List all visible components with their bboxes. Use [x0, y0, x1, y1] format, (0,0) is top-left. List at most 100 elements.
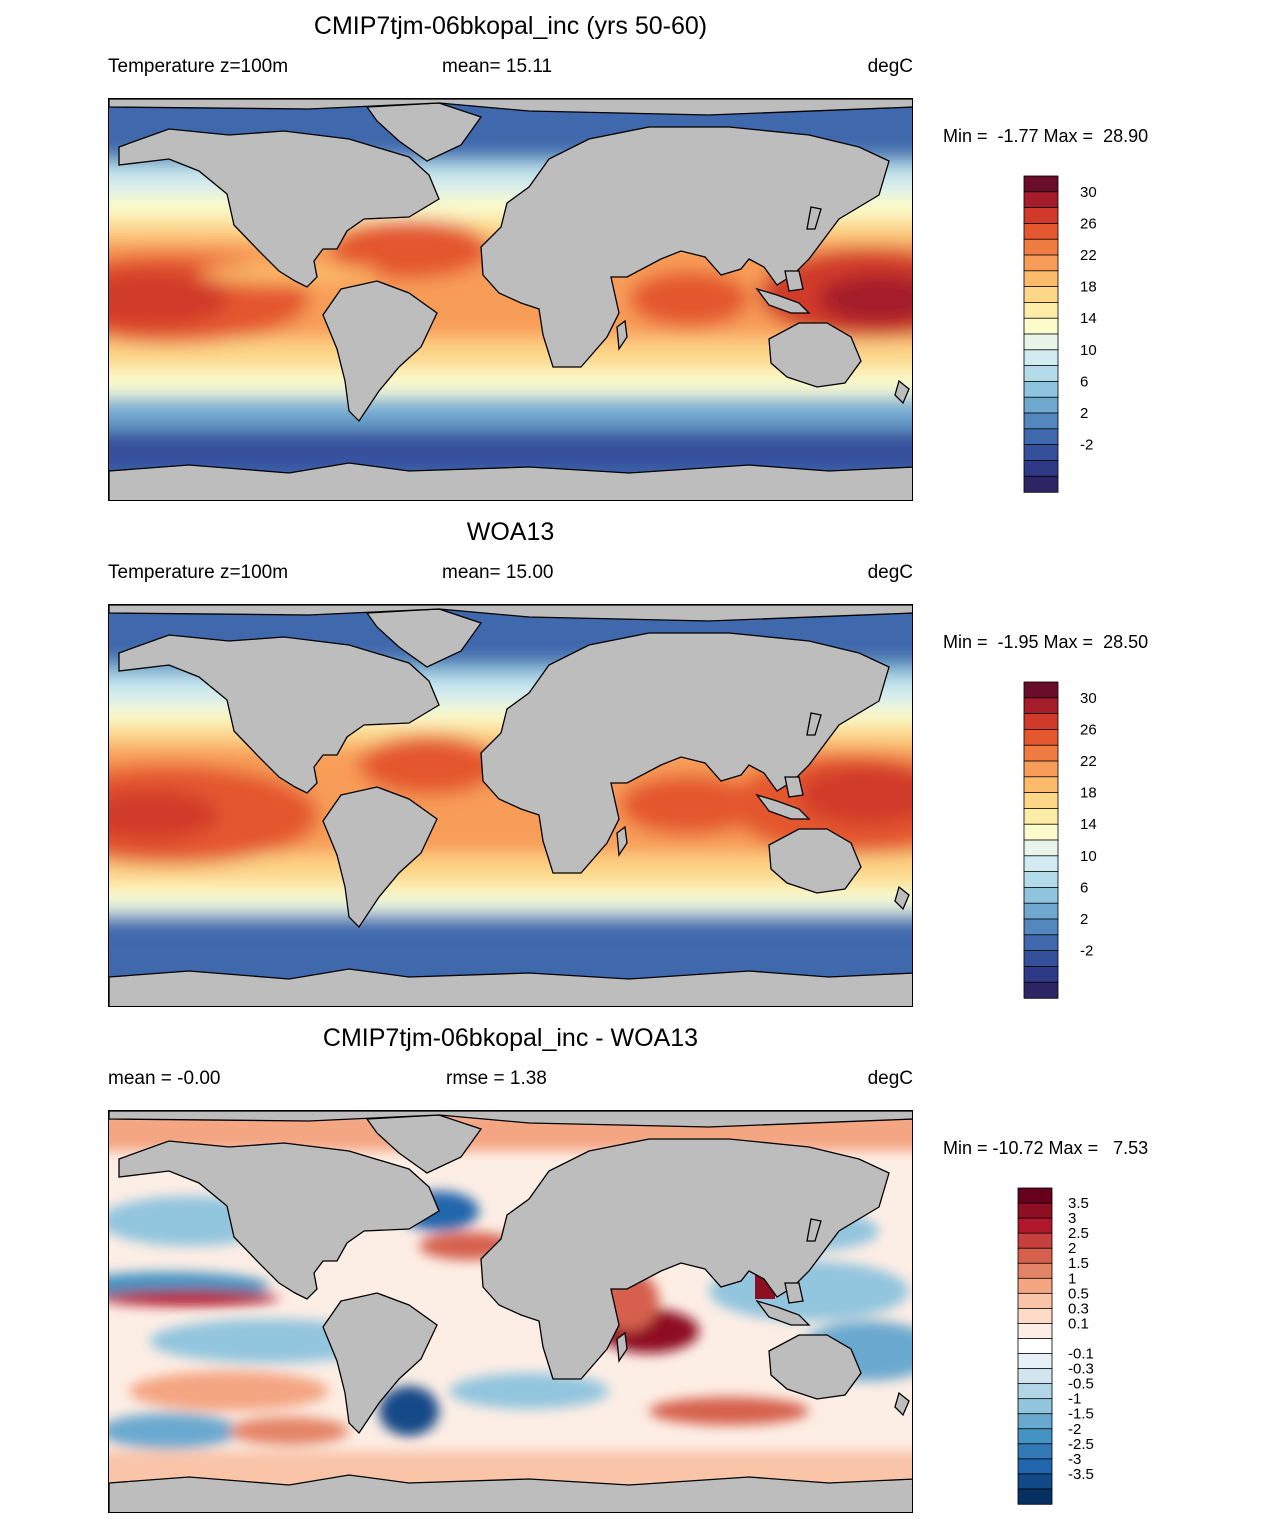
colorbar-tick-label: -0.3	[1068, 1361, 1094, 1378]
colorbar-swatch	[1023, 981, 1059, 999]
colorbar-swatch	[1017, 1307, 1053, 1325]
colorbar-tick-label: -3.5	[1068, 1466, 1094, 1483]
colorbar-swatch	[1023, 681, 1059, 699]
colorbar-swatch	[1023, 823, 1059, 841]
colorbar-swatch	[1017, 1473, 1053, 1490]
colorbar-swatch	[1017, 1428, 1053, 1445]
colorbar-swatch	[1023, 365, 1059, 383]
colorbar-tick-label: 0.5	[1068, 1285, 1089, 1302]
panel-title: CMIP7tjm-06bkopal_inc (yrs 50-60)	[313, 12, 708, 40]
panel-model: CMIP7tjm-06bkopal_inc (yrs 50-60) Temper…	[0, 0, 1285, 506]
colorbar-tick-label: 10	[1080, 342, 1097, 359]
colorbar-swatch	[1023, 808, 1059, 825]
colorbar-swatch	[1017, 1338, 1053, 1355]
colorbar-tick-label: -2	[1080, 943, 1093, 960]
colorbar: 30 26 22 18 14 10 6 2 -2	[1022, 175, 1142, 496]
colorbar-swatch	[1023, 902, 1059, 920]
map-plot	[108, 98, 913, 501]
colorbar-swatch	[1023, 412, 1059, 430]
colorbar-swatch	[1023, 302, 1059, 319]
colorbar-tick-label: 30	[1080, 690, 1097, 707]
colorbar-tick-label: 0.3	[1068, 1300, 1089, 1317]
colorbar-tick-label: 6	[1080, 879, 1088, 896]
colorbar-swatch	[1023, 286, 1059, 304]
mean-label: mean= 15.11	[442, 56, 553, 77]
colorbar-graphic: 3.532.521.510.50.30.1-0.1-0.3-0.5-1-1.5-…	[1017, 1187, 1094, 1505]
colorbar-swatch	[1023, 886, 1059, 904]
colorbar-swatch	[1017, 1247, 1053, 1264]
colorbar-swatch	[1023, 270, 1059, 288]
colorbar-graphic: 30 26 22 18 14 10 6 2 -2	[1023, 681, 1097, 999]
colorbar-tick-label: -2	[1068, 1421, 1081, 1438]
min-max-label: Min = -10.72 Max = 7.53	[943, 1138, 1149, 1158]
colorbar-tick-label: 3.5	[1068, 1195, 1089, 1212]
colorbar-swatch	[1023, 317, 1059, 335]
colorbar-swatch	[1023, 380, 1059, 398]
colorbar-tick-label: -2.5	[1068, 1436, 1094, 1453]
colorbar-swatch	[1023, 175, 1059, 193]
colorbar-swatch	[1017, 1413, 1053, 1430]
difference-map	[109, 1111, 912, 1512]
colorbar-swatch	[1023, 444, 1059, 462]
colorbar-swatch	[1023, 697, 1059, 715]
colorbar-swatch	[1023, 254, 1059, 272]
colorbar-swatch	[1023, 965, 1059, 983]
colorbar-tick-label: 6	[1080, 373, 1088, 390]
colorbar-tick-label: -0.1	[1068, 1346, 1094, 1363]
colorbar-swatch	[1023, 207, 1059, 225]
colorbar-tick-label: 18	[1080, 279, 1097, 296]
colorbar-swatch	[1017, 1292, 1053, 1310]
min-max-label: Min = -1.77 Max = 28.90	[943, 126, 1149, 146]
mean-label: mean = -0.00	[108, 1068, 221, 1089]
colorbar-swatch	[1023, 792, 1059, 810]
mean-label: mean= 15.00	[442, 562, 554, 583]
colorbar-tick-label: 22	[1080, 753, 1097, 770]
colorbar: 3.5 3 2.5 2 1.5 1 0.5 0.3 0.1 -0.1 -0.3 -0.5 -1 -1.5-…	[1017, 1187, 1142, 1508]
panel-title: CMIP7tjm-06bkopal_inc - WOA13	[322, 1024, 699, 1052]
colorbar-graphic: 30 26 22 18 14 10 6 2 -2	[1023, 175, 1097, 493]
colorbar-swatch	[1023, 191, 1059, 209]
colorbar-tick-label: 22	[1080, 247, 1097, 264]
colorbar-swatch	[1023, 713, 1059, 731]
colorbar-swatch	[1023, 839, 1059, 857]
colorbar-swatch	[1017, 1368, 1053, 1385]
colorbar-swatch	[1017, 1458, 1053, 1475]
colorbar-tick-label: -1	[1068, 1391, 1081, 1408]
colorbar-swatch	[1023, 934, 1059, 952]
colorbar-tick-label: 14	[1080, 816, 1097, 833]
colorbar-tick-label: 2	[1068, 1240, 1076, 1257]
colorbar-tick-label: 2	[1080, 405, 1088, 422]
colorbar-tick-label: 30	[1080, 184, 1097, 201]
colorbar-swatch	[1023, 950, 1059, 968]
colorbar-tick-label: 1	[1068, 1270, 1076, 1287]
colorbar-tick-label: 18	[1080, 785, 1097, 802]
colorbar-swatch	[1023, 459, 1059, 477]
colorbar-tick-label: 14	[1080, 310, 1097, 327]
colorbar-swatch	[1017, 1398, 1053, 1415]
colorbar-swatch	[1017, 1202, 1053, 1219]
colorbar-swatch	[1023, 396, 1059, 414]
colorbar-tick-label: 26	[1080, 215, 1097, 232]
colorbar-swatch	[1017, 1353, 1053, 1370]
units-label: degC	[867, 562, 913, 583]
colorbar-swatch	[1023, 760, 1059, 778]
colorbar-swatch	[1023, 475, 1059, 493]
temperature-map-observations	[109, 605, 912, 1006]
map-plot	[108, 604, 913, 1007]
colorbar-swatch	[1023, 349, 1059, 367]
variable-label: Temperature z=100m	[108, 562, 289, 583]
colorbar-swatch	[1023, 729, 1059, 746]
rmse-label: rmse = 1.38	[446, 1068, 547, 1089]
colorbar-swatch	[1017, 1383, 1053, 1400]
colorbar-tick-label: -0.5	[1068, 1376, 1094, 1393]
colorbar-swatch	[1017, 1443, 1053, 1460]
units-label: degC	[867, 1068, 913, 1089]
colorbar-tick-label: 2	[1080, 911, 1088, 928]
colorbar-swatch	[1017, 1488, 1053, 1505]
colorbar-tick-label: 3	[1068, 1210, 1076, 1227]
temperature-map-model	[109, 99, 912, 500]
panel-title: WOA13	[466, 518, 555, 546]
panel-observations: WOA13 Temperature z=100m mean= 15.00 deg…	[0, 506, 1285, 1012]
colorbar-swatch	[1017, 1323, 1053, 1340]
colorbar-swatch	[1023, 776, 1059, 794]
